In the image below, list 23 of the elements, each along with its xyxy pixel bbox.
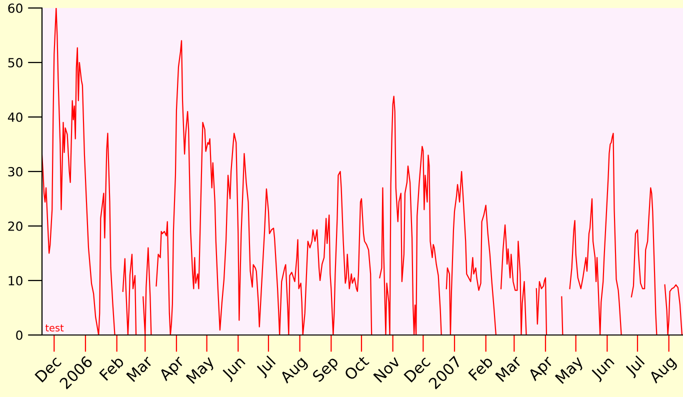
y-tick-label: 60 xyxy=(8,3,22,13)
x-tick-label: Nov xyxy=(373,355,401,383)
x-tick-label: Jul xyxy=(624,355,647,378)
x-tick-label: Oct xyxy=(344,354,370,381)
x-tick-label: Dec xyxy=(34,355,62,383)
x-tick-label: Mar xyxy=(126,354,154,382)
x-tick-label: Mar xyxy=(495,354,523,382)
y-tick-label: 30 xyxy=(8,166,22,176)
x-tick-label: Feb xyxy=(468,355,494,381)
y-tick-label: 0 xyxy=(16,330,22,340)
x-tick-label: Apr xyxy=(527,354,556,384)
y-tick-label: 20 xyxy=(8,221,22,231)
annotation: test xyxy=(45,324,64,332)
x-tick-label: Sep xyxy=(312,355,342,385)
x-tick-label: Jul xyxy=(254,355,278,378)
x-tick-label: Apr xyxy=(158,354,187,384)
y-tick-label: 50 xyxy=(8,58,22,68)
x-tick-label: Jun xyxy=(590,356,617,382)
y-tick-label: 10 xyxy=(8,276,22,286)
x-tick-label: Dec xyxy=(404,355,431,383)
y-tick-label: 40 xyxy=(8,112,22,122)
x-tick-label: Feb xyxy=(98,355,125,381)
x-tick-label: Jun xyxy=(221,356,248,382)
